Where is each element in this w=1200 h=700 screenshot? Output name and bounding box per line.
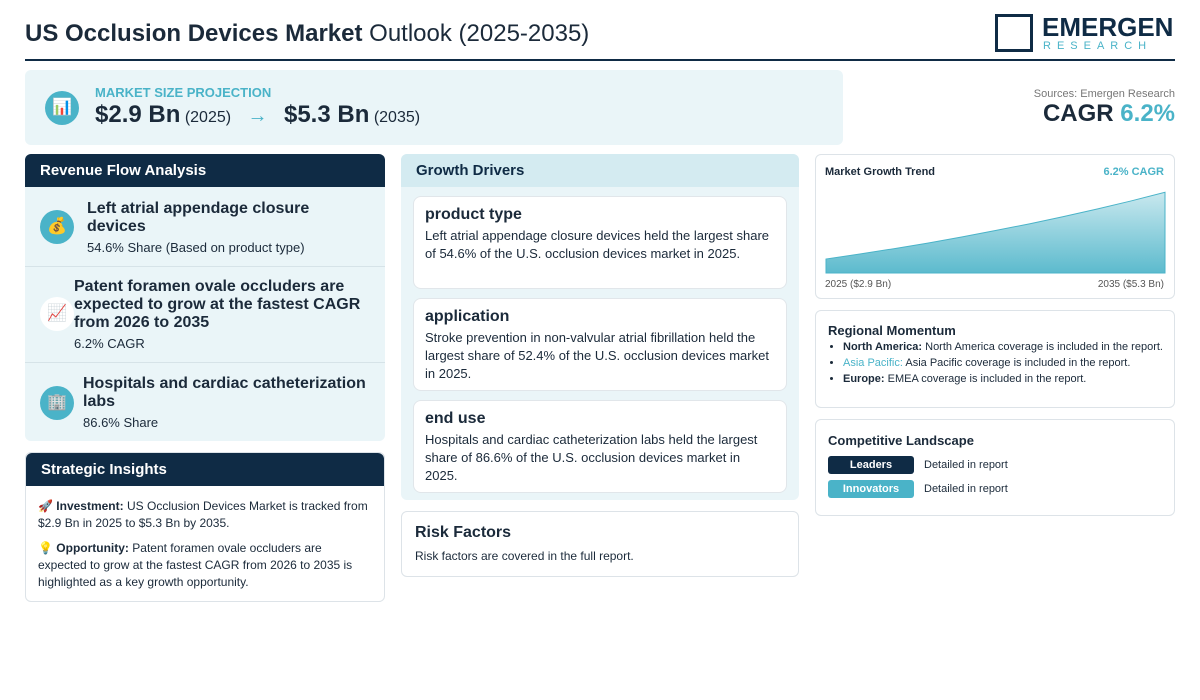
insight-label: Opportunity: <box>56 541 129 555</box>
growth-drivers: Growth Drivers product type Left atrial a… <box>401 154 799 500</box>
driver-text: Hospitals and cardiac catheterization la… <box>425 432 758 483</box>
projection-box: 📊 MARKET SIZE PROJECTION $2.9 Bn (2025) … <box>25 70 843 145</box>
competitive: Competitive Landscape Leaders Detailed in… <box>815 419 1175 516</box>
end-label: 2035 ($5.3 Bn) <box>1098 279 1164 290</box>
flow-detail: 86.6% Share <box>83 415 159 430</box>
end-value: $5.3 Bn <box>283 101 370 128</box>
region-text: EMEA coverage is included in the report. <box>887 373 1087 385</box>
badge: Innovators <box>828 480 914 498</box>
title-rest: Outlook (2025-2035) <box>369 20 590 47</box>
projection-label: MARKET SIZE PROJECTION <box>95 85 272 100</box>
insight-text: US Occlusion Devices Market is tracked f… <box>38 499 368 530</box>
flow-title: Patent foramen ovale occluders are expec… <box>74 278 361 331</box>
chart-title: Market Growth Trend <box>825 166 935 178</box>
chart-subtitle: 6.2% CAGR <box>1103 166 1164 178</box>
region: North America: <box>843 341 923 353</box>
projection-values: $2.9 Bn (2025) → $5.3 Bn (2035) <box>95 101 420 129</box>
end-year: (2035) <box>373 109 421 126</box>
logo-main: EMERGEN <box>1042 12 1174 42</box>
competitive-title: Competitive Landscape <box>828 433 974 448</box>
badge-text: Detailed in report <box>924 483 1008 495</box>
driver-text: Left atrial appendage closure devices he… <box>425 228 769 261</box>
trend-card: Market Growth Trend 6.2% CAGR 2025 ($2.9… <box>815 154 1175 299</box>
driver-heading: end use <box>425 410 486 427</box>
start-label: 2025 ($2.9 Bn) <box>825 279 891 290</box>
title: US Occlusion Devices Market Outlook (202… <box>25 20 589 48</box>
revenue-flow: Revenue Flow Analysis 💰 Left atrial appen… <box>25 154 385 441</box>
flow-title: Hospitals and cardiac catheterization la… <box>83 375 366 410</box>
trend-chart: Market Growth Trend 6.2% CAGR 2025 ($2.9… <box>825 166 1166 290</box>
insight-text: Patent foramen ovale occluders are expec… <box>38 541 353 589</box>
risk: Risk Factors Risk factors are covered in… <box>401 511 799 577</box>
panel-title: Revenue Flow Analysis <box>25 154 385 187</box>
driver-heading: application <box>425 308 510 325</box>
regional-title: Regional Momentum <box>828 323 956 338</box>
start-value: $2.9 Bn <box>95 101 181 128</box>
sources: Sources: Emergen Research <box>1033 88 1175 100</box>
flow-detail: 6.2% CAGR <box>74 336 145 351</box>
region-text: North America coverage is included in th… <box>925 341 1163 353</box>
title-bold: US Occlusion Devices Market <box>25 20 363 47</box>
start-year: (2025) <box>184 109 232 126</box>
risk-text: Risk factors are covered in the full rep… <box>415 549 634 563</box>
region-text: Asia Pacific coverage is included in the… <box>905 357 1131 369</box>
rule <box>25 59 1175 61</box>
cagr-label: CAGR <box>1042 100 1114 127</box>
badge-text: Detailed in report <box>924 459 1008 471</box>
risk-title: Risk Factors <box>415 524 512 541</box>
region: Europe: <box>843 373 885 385</box>
panel-title: Growth Drivers <box>401 154 799 187</box>
region: Asia Pacific: <box>843 357 903 369</box>
badge: Leaders <box>828 456 914 474</box>
cagr: CAGR 6.2% <box>1043 100 1175 128</box>
cagr-value: 6.2% <box>1120 100 1175 127</box>
flow-detail: 54.6% Share (Based on product type) <box>87 240 305 255</box>
insight-label: Investment: <box>56 499 124 513</box>
arrow: → <box>247 105 268 127</box>
logo-sub: RESEARCH <box>1043 40 1153 52</box>
logo-mark <box>995 14 1033 52</box>
regional: Regional Momentum North America: North A… <box>815 310 1175 408</box>
driver-text: Stroke prevention in non-valvular atrial… <box>425 330 769 381</box>
panel-title: Strategic Insights <box>26 453 384 486</box>
insights: Strategic Insights 🚀 Investment: US Occl… <box>25 452 385 602</box>
trend-area <box>825 191 1166 274</box>
flow-title: Left atrial appendage closure devices <box>87 200 310 235</box>
driver-heading: product type <box>425 206 522 223</box>
